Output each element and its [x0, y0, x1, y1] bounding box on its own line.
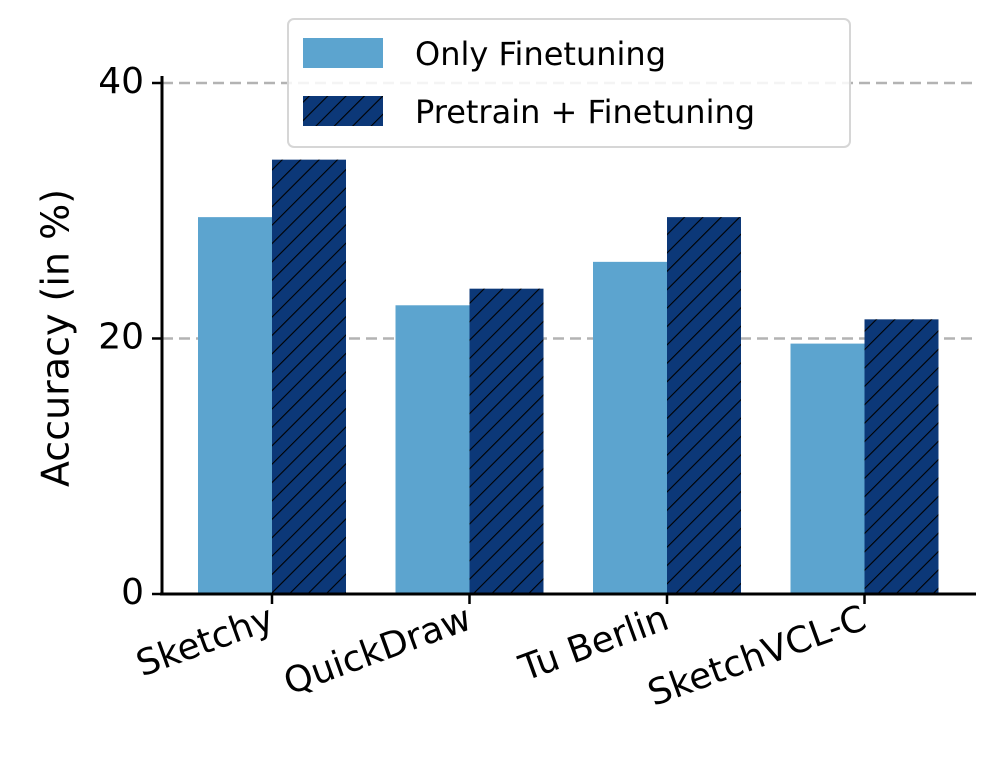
- y-tick-label: 20: [98, 317, 144, 358]
- bar-hatch-sketchvcl-c: [864, 319, 939, 594]
- bar-hatch-quickdraw: [469, 288, 544, 594]
- bar-only-finetuning-sketchvcl-c: [790, 343, 865, 594]
- bar-only-finetuning-sketchy: [198, 217, 272, 594]
- y-ticks: 0 20 40: [98, 61, 162, 613]
- y-tick-label: 40: [98, 61, 144, 102]
- bar-only-finetuning-quickdraw: [395, 305, 470, 594]
- legend-label-only-finetuning: Only Finetuning: [415, 35, 666, 73]
- bars: [198, 159, 939, 594]
- x-tick-label: SketchVCL-C: [643, 598, 872, 715]
- legend-swatch-only-finetuning: [303, 38, 383, 68]
- bar-only-finetuning-tu-berlin: [593, 261, 667, 594]
- y-tick-label: 0: [121, 572, 144, 613]
- legend-label-pretrain-finetuning: Pretrain + Finetuning: [415, 93, 755, 131]
- legend-swatch-pretrain-finetuning-hatch: [303, 96, 383, 126]
- y-axis-label: Accuracy (in %): [34, 189, 78, 487]
- bar-hatch-sketchy: [272, 159, 346, 594]
- legend-frame: [287, 18, 851, 148]
- legend: Only Finetuning Pretrain + Finetuning: [287, 18, 851, 148]
- x-tick-label: Sketchy: [131, 598, 279, 685]
- x-tick-label: QuickDraw: [279, 598, 477, 704]
- bar-hatch-tu-berlin: [667, 217, 741, 594]
